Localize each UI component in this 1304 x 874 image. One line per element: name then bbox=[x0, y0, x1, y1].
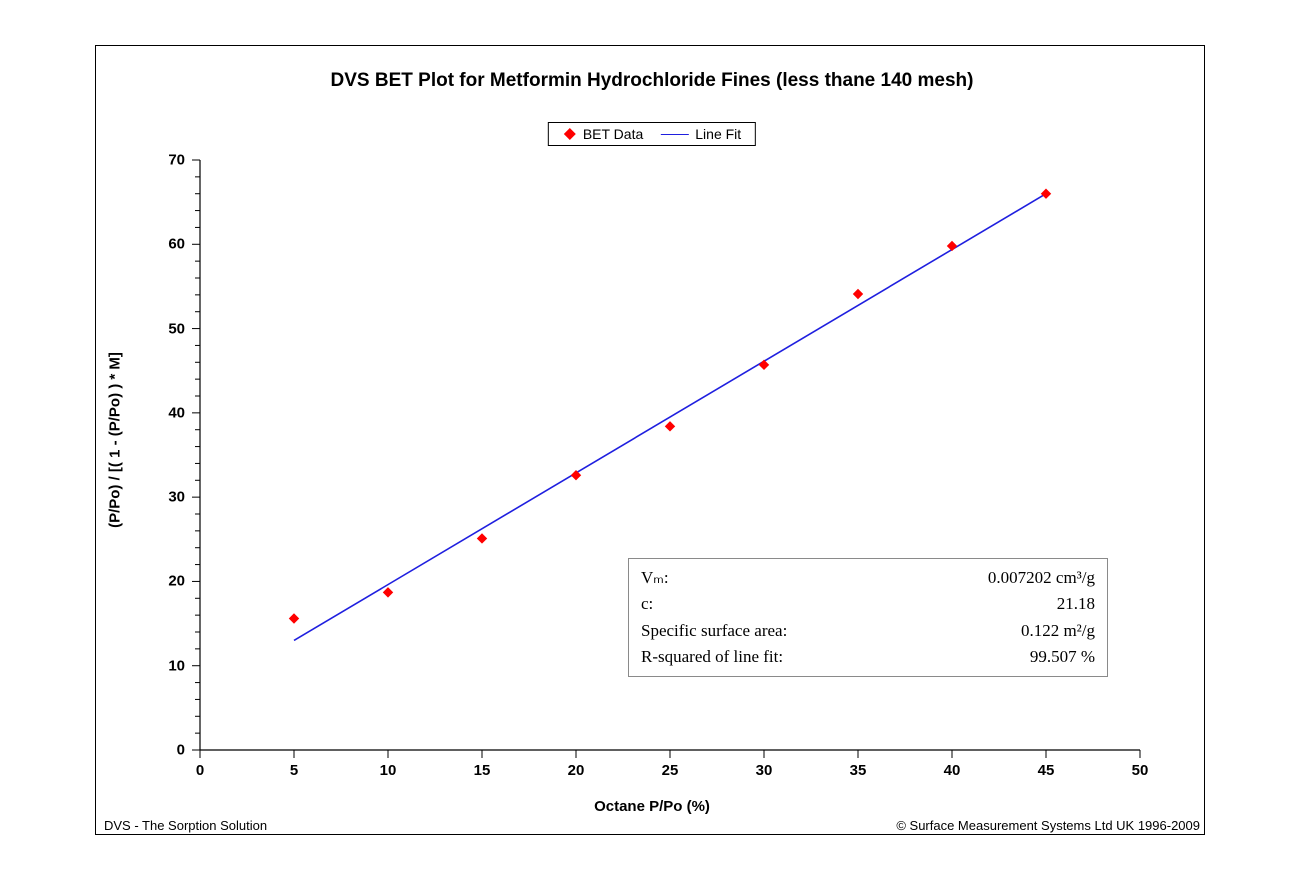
xtick-label: 25 bbox=[662, 762, 679, 779]
xtick-label: 0 bbox=[196, 762, 204, 779]
results-value: 0.007202 cm³/g bbox=[988, 565, 1095, 591]
footer-left: DVS - The Sorption Solution bbox=[104, 818, 267, 833]
results-row: Vₘ: 0.007202 cm³/g bbox=[641, 565, 1095, 591]
xtick-label: 20 bbox=[568, 762, 585, 779]
results-row: c: 21.18 bbox=[641, 591, 1095, 617]
ytick-label: 60 bbox=[145, 236, 185, 253]
results-value: 99.507 % bbox=[1030, 644, 1095, 670]
results-value: 21.18 bbox=[1057, 591, 1095, 617]
ytick-label: 40 bbox=[145, 404, 185, 421]
results-label: c: bbox=[641, 591, 653, 617]
xtick-label: 35 bbox=[850, 762, 867, 779]
ytick-label: 70 bbox=[145, 152, 185, 169]
results-value: 0.122 m²/g bbox=[1021, 618, 1095, 644]
xtick-label: 45 bbox=[1038, 762, 1055, 779]
results-label: Vₘ: bbox=[641, 565, 669, 591]
ytick-label: 0 bbox=[145, 742, 185, 759]
results-row: Specific surface area: 0.122 m²/g bbox=[641, 618, 1095, 644]
y-axis-label: (P/Po) / [( 1 - (P/Po) ) * M] bbox=[107, 352, 124, 528]
xtick-label: 10 bbox=[380, 762, 397, 779]
ytick-label: 10 bbox=[145, 657, 185, 674]
results-label: Specific surface area: bbox=[641, 618, 787, 644]
results-row: R-squared of line fit: 99.507 % bbox=[641, 644, 1095, 670]
xtick-label: 40 bbox=[944, 762, 961, 779]
chart-frame: DVS BET Plot for Metformin Hydrochloride… bbox=[0, 0, 1304, 874]
xtick-label: 5 bbox=[290, 762, 298, 779]
plot-svg bbox=[0, 0, 1304, 874]
footer-right: © Surface Measurement Systems Ltd UK 199… bbox=[896, 818, 1200, 833]
ytick-label: 50 bbox=[145, 320, 185, 337]
ytick-label: 20 bbox=[145, 573, 185, 590]
ytick-label: 30 bbox=[145, 489, 185, 506]
xtick-label: 50 bbox=[1132, 762, 1149, 779]
xtick-label: 30 bbox=[756, 762, 773, 779]
xtick-label: 15 bbox=[474, 762, 491, 779]
x-axis-label: Octane P/Po (%) bbox=[0, 798, 1304, 815]
results-label: R-squared of line fit: bbox=[641, 644, 783, 670]
results-box: Vₘ:0.007202 cm³/gc:21.18Specific surface… bbox=[628, 558, 1108, 677]
